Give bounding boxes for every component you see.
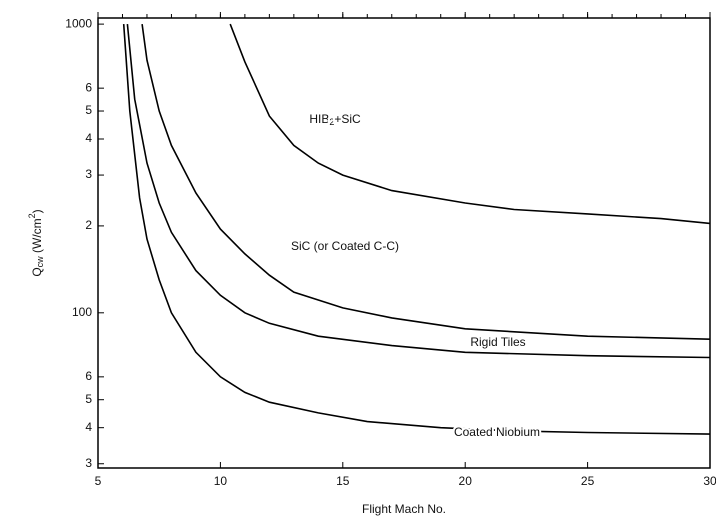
- series-label: Rigid Tiles: [470, 335, 525, 349]
- x-tick-label: 30: [703, 474, 716, 488]
- x-tick-label: 15: [336, 474, 350, 488]
- label-part: Q: [30, 267, 44, 276]
- y-tick-label: 3: [85, 167, 92, 181]
- label-part: (W/cm: [30, 218, 44, 256]
- label-part: ): [30, 209, 44, 213]
- plot-frame: [97, 17, 711, 469]
- label-part: +SiC: [334, 112, 361, 126]
- y-tick-label: 6: [85, 80, 92, 94]
- x-tick-label: 5: [95, 474, 102, 488]
- series-label: SiC (or Coated C-C): [291, 239, 399, 253]
- x-tick-label: 20: [459, 474, 473, 488]
- x-axis-label: Flight Mach No.: [362, 502, 446, 516]
- label-part: 2: [27, 213, 37, 218]
- y-tick-label: 4: [85, 131, 92, 145]
- series-label: HIB2+SiC: [309, 112, 361, 127]
- y-tick-label: 6: [85, 369, 92, 383]
- y-tick-label: 3: [85, 456, 92, 470]
- label-part: 2: [329, 117, 334, 127]
- x-tick-label: 25: [581, 474, 595, 488]
- y-axis-label: Qcw (W/cm2): [27, 209, 45, 276]
- y-tick-label: 100: [72, 305, 92, 319]
- curve: [229, 23, 711, 225]
- y-tick-label: 1000: [65, 16, 92, 30]
- label-part: HIB: [309, 112, 329, 126]
- label-part: cw: [35, 256, 45, 268]
- y-tick-label: 5: [85, 103, 92, 117]
- curve: [122, 24, 711, 435]
- y-tick-label: 5: [85, 392, 92, 406]
- y-tick-label: 2: [85, 218, 92, 232]
- curve: [141, 23, 711, 340]
- series-label: Coated Niobium: [454, 425, 540, 439]
- curve: [126, 24, 711, 359]
- y-tick-label: 4: [85, 420, 92, 434]
- x-tick-label: 10: [214, 474, 228, 488]
